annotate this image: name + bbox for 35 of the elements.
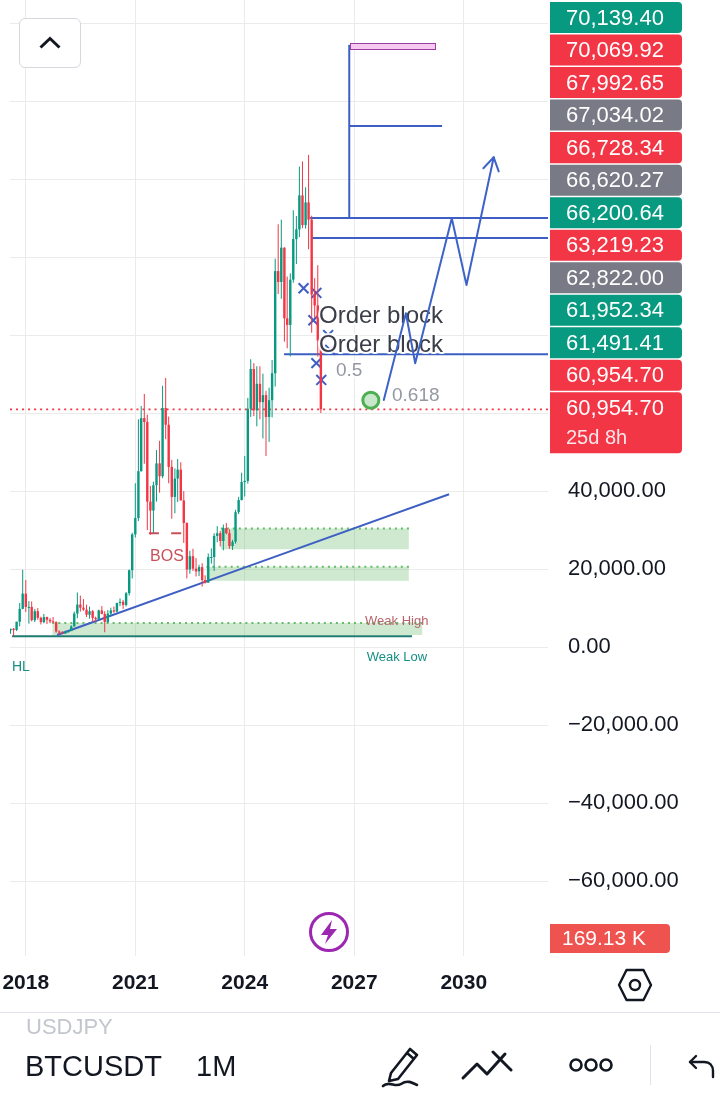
x-tick-label: 2021 — [111, 970, 159, 994]
text: 63,219.23 — [566, 232, 664, 258]
text: 25d 8h — [566, 425, 628, 448]
x-tick-label: 2027 — [330, 970, 378, 994]
text: 66,200.64 — [566, 199, 664, 225]
text: 67,992.65 — [566, 69, 664, 95]
text: 61,952.34 — [566, 297, 664, 323]
text: 169.13 K — [562, 925, 647, 949]
text: 60,954.70 — [566, 362, 664, 388]
y-tick-label: −20,000.00 — [568, 711, 679, 737]
y-tick-label: 40,000.00 — [568, 477, 666, 503]
text: 61,491.41 — [566, 329, 664, 355]
annotation: Weak High — [365, 612, 429, 628]
annotation: 0.618 — [392, 384, 440, 406]
text: 62,822.00 — [566, 264, 664, 290]
x-tick-label: 2030 — [440, 970, 488, 994]
text: 1M — [196, 1049, 237, 1083]
text: USDJPY — [26, 1014, 113, 1039]
text: 66,728.34 — [566, 134, 664, 160]
y-tick-label: −40,000.00 — [568, 789, 679, 815]
annotation: BOS — [150, 547, 184, 565]
text: 66,620.27 — [566, 167, 664, 193]
ref-line-label: 60,954.70 — [566, 395, 664, 421]
y-tick-label: 0.00 — [568, 633, 611, 659]
x-tick-label: 2024 — [221, 970, 269, 994]
y-tick-label: −60,000.00 — [568, 867, 679, 893]
text: 67,034.02 — [566, 102, 664, 128]
annotation: 0.5 — [336, 359, 363, 381]
text: 70,139.40 — [566, 4, 664, 30]
annotation: Weak Low — [366, 648, 428, 664]
text: BTCUSDT — [25, 1049, 162, 1083]
x-tick-label: 2018 — [2, 970, 50, 994]
annotation: HL — [12, 657, 31, 674]
y-tick-label: 20,000.00 — [568, 555, 666, 581]
text: 70,069.92 — [566, 37, 664, 63]
